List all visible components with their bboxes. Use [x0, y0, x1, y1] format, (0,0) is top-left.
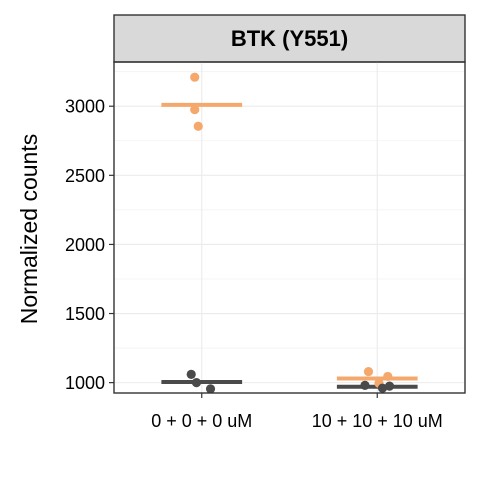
data-point — [377, 383, 388, 393]
x-tick-label: 0 + 0 + 0 uM — [151, 411, 252, 431]
data-point — [191, 378, 202, 388]
data-points — [186, 72, 395, 394]
strip-background — [113, 14, 466, 63]
plot-panel-border — [113, 61, 466, 394]
mean-lines — [161, 102, 418, 389]
data-point — [190, 105, 200, 115]
data-point — [383, 371, 393, 382]
data-point — [384, 381, 395, 391]
data-point — [360, 380, 370, 390]
facet-title: BTK (Y551) — [231, 26, 348, 51]
y-tick-label: 2000 — [65, 235, 105, 255]
data-point — [205, 384, 216, 394]
y-tick-label: 3000 — [65, 97, 105, 117]
x-axis: 0 + 0 + 0 uM 10 + 10 + 10 uM — [151, 393, 443, 431]
data-point — [363, 366, 374, 377]
y-tick-label: 2500 — [65, 166, 105, 186]
data-point — [193, 121, 203, 131]
y-tick-label: 1000 — [65, 373, 105, 393]
grid-lines — [114, 62, 465, 393]
y-tick-label: 1500 — [65, 304, 105, 324]
y-axis: 1000 1500 2000 2500 3000 — [65, 97, 114, 393]
data-point — [186, 369, 196, 379]
data-point — [190, 72, 200, 82]
x-tick-label: 10 + 10 + 10 uM — [312, 411, 443, 431]
y-axis-title: Normalized counts — [16, 134, 42, 324]
